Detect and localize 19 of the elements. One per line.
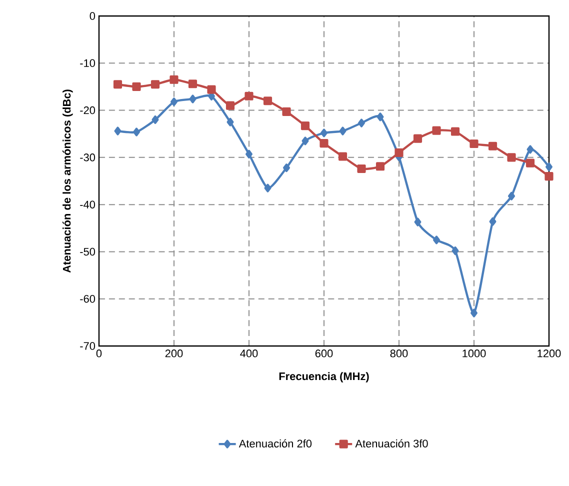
y-tick-label: 0	[90, 12, 96, 20]
y-tick-label: -70	[80, 342, 96, 350]
x-tick-label: 1000	[462, 350, 486, 358]
y-tick-label: -60	[80, 294, 96, 303]
x-tick-label: 200	[165, 350, 183, 358]
x-tick-label: 800	[390, 350, 408, 358]
x-tick-label: 400	[240, 350, 258, 358]
legend-label: Atenuación 3f0	[355, 439, 428, 448]
x-tick-label: 600	[315, 350, 333, 358]
y-axis-title: Atenuación de los armónicos (dBc)	[62, 90, 73, 273]
legend-label: Atenuación 2f0	[238, 439, 312, 448]
y-tick-label: -40	[80, 200, 96, 208]
x-axis-title: Frecuencia (MHz)	[279, 372, 369, 382]
x-tick-label: 1200	[538, 350, 561, 358]
y-tick-label: -10	[80, 59, 96, 68]
y-tick-label: -30	[80, 154, 96, 162]
x-tick-label: 0	[96, 350, 102, 358]
y-tick-label: -20	[80, 106, 96, 114]
y-tick-label: -50	[80, 248, 96, 256]
